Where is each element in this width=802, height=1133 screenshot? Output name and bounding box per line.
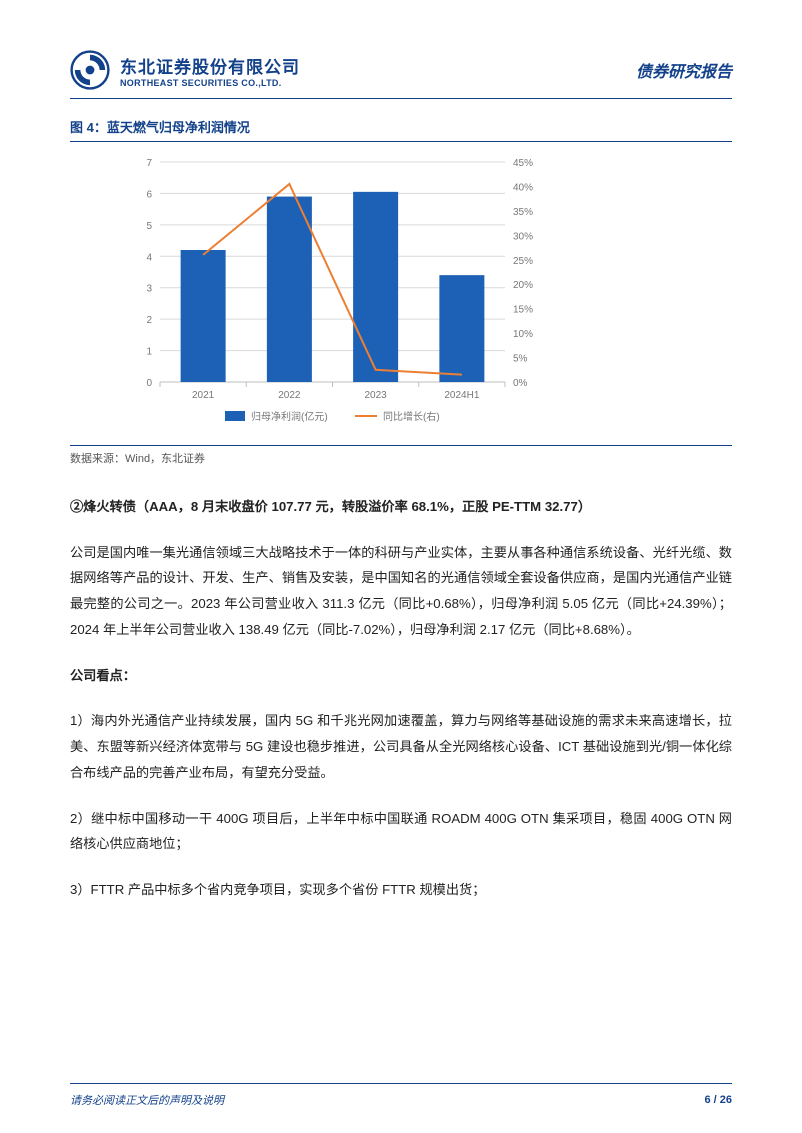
svg-text:10%: 10% [513,329,533,340]
company-name-en: NORTHEAST SECURITIES CO.,LTD. [120,78,300,88]
svg-text:25%: 25% [513,256,533,267]
figure-title: 图 4：蓝天燃气归母净利润情况 [70,117,732,142]
company-name-cn: 东北证券股份有限公司 [120,53,300,78]
svg-text:35%: 35% [513,207,533,218]
company-names: 东北证券股份有限公司 NORTHEAST SECURITIES CO.,LTD. [120,53,300,88]
body-text: ②烽火转债（AAA，8 月末收盘价 107.77 元，转股溢价率 68.1%，正… [70,494,732,903]
page-footer: 请务必阅读正文后的声明及说明 6 / 26 [70,1083,732,1108]
svg-text:7: 7 [146,158,152,169]
company-logo-icon [70,50,110,90]
report-type: 债券研究报告 [636,58,732,82]
svg-text:40%: 40% [513,182,533,193]
para-highlights-heading: 公司看点： [70,663,732,689]
para-bond-intro: ②烽火转债（AAA，8 月末收盘价 107.77 元，转股溢价率 68.1%，正… [70,494,732,520]
svg-text:2024H1: 2024H1 [444,390,479,401]
svg-text:2022: 2022 [278,390,301,401]
svg-text:5: 5 [146,221,152,232]
svg-text:15%: 15% [513,305,533,316]
svg-text:2: 2 [146,315,152,326]
page-number: 6 / 26 [704,1094,732,1106]
chart-svg: 0 1 2 3 4 5 6 7 0% 5% 10% 15% 20% 25% 30% 35% 40% 45% 2021… [120,152,550,437]
svg-text:1: 1 [146,347,152,358]
svg-text:2021: 2021 [192,390,215,401]
data-source: 数据来源：Wind，东北证券 [70,445,732,466]
page-header: 东北证券股份有限公司 NORTHEAST SECURITIES CO.,LTD.… [70,50,732,99]
svg-text:5%: 5% [513,354,528,365]
footer-disclaimer: 请务必阅读正文后的声明及说明 [70,1092,224,1108]
svg-text:归母净利润(亿元): 归母净利润(亿元) [251,410,328,423]
para-company-desc: 公司是国内唯一集光通信领域三大战略技术于一体的科研与产业实体，主要从事各种通信系… [70,540,732,643]
chart-container: 0 1 2 3 4 5 6 7 0% 5% 10% 15% 20% 25% 30% 35% 40% 45% 2021… [120,152,550,437]
para-highlight-2: 2）继中标中国移动一干 400G 项目后，上半年中标中国联通 ROADM 400… [70,806,732,857]
svg-text:30%: 30% [513,231,533,242]
logo-block: 东北证券股份有限公司 NORTHEAST SECURITIES CO.,LTD. [70,50,300,90]
svg-text:同比增长(右): 同比增长(右) [383,410,440,423]
svg-text:0%: 0% [513,378,528,389]
svg-text:0: 0 [146,378,152,389]
svg-text:4: 4 [146,252,152,263]
para-highlight-1: 1）海内外光通信产业持续发展，国内 5G 和千兆光网加速覆盖，算力与网络等基础设… [70,708,732,785]
svg-text:2023: 2023 [365,390,388,401]
svg-text:20%: 20% [513,280,533,291]
svg-text:45%: 45% [513,158,533,169]
svg-text:6: 6 [146,189,152,200]
para-highlight-3: 3）FTTR 产品中标多个省内竞争项目，实现多个省份 FTTR 规模出货； [70,877,732,903]
svg-text:3: 3 [146,284,152,295]
